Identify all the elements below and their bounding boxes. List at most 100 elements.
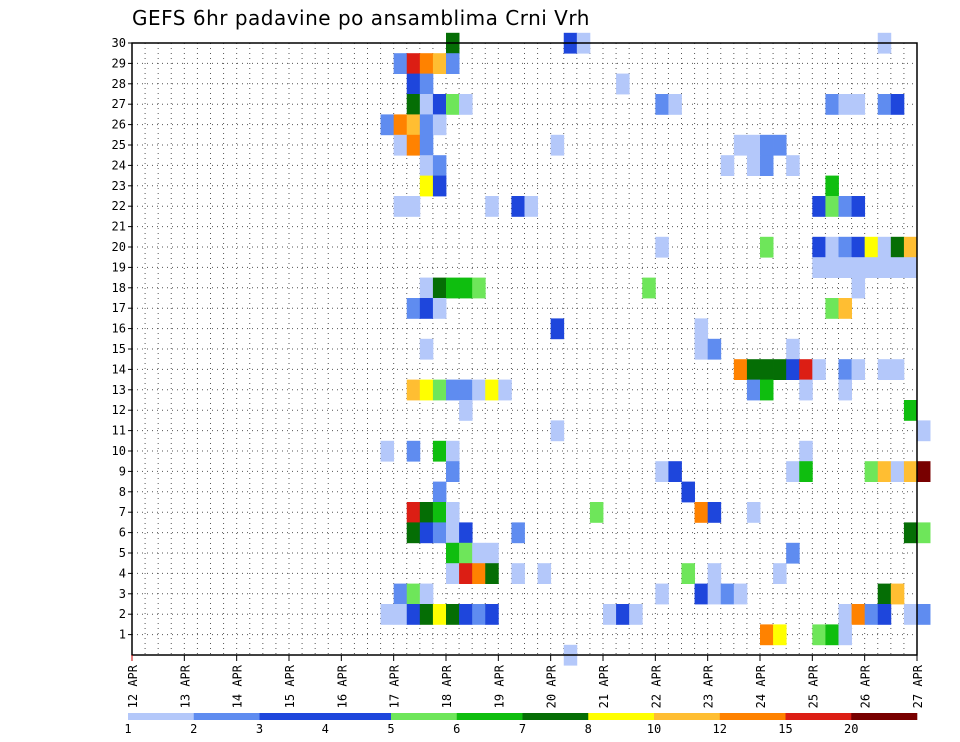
precip-cell [746, 379, 761, 401]
precip-cell [851, 604, 866, 625]
precip-cell [459, 542, 473, 564]
precip-cell [733, 583, 748, 605]
precip-cell [459, 94, 473, 115]
precip-cell [406, 379, 421, 401]
precip-cell [864, 604, 879, 625]
precip-cell [616, 604, 630, 625]
precip-cell [746, 502, 761, 523]
precip-cell [406, 73, 421, 95]
precip-cell [459, 400, 473, 421]
precip-cell [890, 583, 905, 605]
precip-cell [432, 481, 447, 503]
precip-cell [877, 359, 892, 380]
precip-cell [642, 277, 656, 299]
precip-cell [459, 604, 473, 625]
precip-cell [838, 94, 852, 115]
x-tick-label: 27 APR [911, 664, 925, 708]
precip-cell [419, 298, 434, 319]
x-tick-label: 16 APR [335, 664, 349, 708]
precip-cell [668, 94, 682, 115]
y-tick-label: 19 [112, 260, 126, 274]
precip-cell [773, 359, 787, 380]
precip-cell [629, 604, 643, 625]
precip-cell [419, 338, 434, 360]
colorbar-label: 2 [190, 722, 197, 736]
precip-cell [812, 236, 826, 258]
precip-cell [851, 236, 866, 258]
precip-cell [838, 257, 852, 278]
precip-cell [419, 53, 434, 74]
precip-cell [406, 134, 421, 156]
precip-cell [773, 134, 787, 156]
y-tick-label: 18 [112, 281, 126, 295]
y-tick-label: 3 [119, 587, 126, 601]
precip-cell [419, 134, 434, 156]
y-tick-label: 25 [112, 138, 126, 152]
precip-cell [406, 53, 421, 74]
precip-cell [485, 379, 499, 401]
precip-cell [903, 522, 918, 544]
precip-cells [380, 32, 931, 666]
chart-title: GEFS 6hr padavine po ansamblima Crni Vrh [132, 6, 590, 30]
precip-cell [393, 196, 408, 217]
colorbar-swatch [785, 713, 852, 720]
colorbar-label: 7 [519, 722, 526, 736]
precip-cell [694, 583, 709, 605]
precip-cell [864, 236, 879, 258]
precip-cell [485, 542, 499, 564]
precip-cell [917, 420, 931, 442]
precip-cell [446, 563, 460, 584]
y-tick-label: 28 [112, 77, 126, 91]
precip-cell [393, 604, 408, 625]
precip-cell [472, 277, 486, 299]
colorbar-label: 1 [124, 722, 131, 736]
precip-cell [406, 522, 421, 544]
precip-cell [694, 318, 709, 340]
precip-cell [917, 604, 931, 625]
precip-cell [380, 114, 395, 136]
precip-cell [838, 604, 852, 625]
precip-cell [419, 522, 434, 544]
precip-cell [459, 522, 473, 544]
precip-cell [393, 53, 408, 74]
precip-cell [419, 379, 434, 401]
precip-cell [406, 94, 421, 115]
precip-cell [419, 604, 434, 625]
precip-cell [446, 379, 460, 401]
precip-cell [603, 604, 617, 625]
precip-cell [406, 604, 421, 625]
precip-cell [550, 318, 565, 340]
x-tick-label: 26 APR [859, 664, 873, 708]
precip-cell [511, 522, 525, 544]
colorbar-swatch [522, 713, 589, 720]
precip-cell [890, 257, 905, 278]
precip-cell [419, 155, 434, 176]
precip-cell [432, 94, 447, 115]
precip-cell [890, 359, 905, 380]
precip-cell [825, 94, 839, 115]
precip-cell [877, 94, 892, 115]
precip-cell [393, 583, 408, 605]
precip-cell [760, 359, 774, 380]
precip-cell [472, 379, 486, 401]
precip-cell [655, 583, 669, 605]
precip-cell [446, 53, 460, 74]
precip-cell [746, 134, 761, 156]
precip-cell [655, 94, 669, 115]
precip-cell [851, 94, 866, 115]
precip-cell [406, 583, 421, 605]
y-tick-label: 12 [112, 403, 126, 417]
precip-cell [917, 522, 931, 544]
y-axis-ticks: 1234567891011121314151617181920212223242… [112, 36, 132, 642]
y-tick-label: 1 [119, 628, 126, 642]
precip-cell [511, 563, 525, 584]
precip-cell [890, 461, 905, 482]
precip-cell [432, 53, 447, 74]
colorbar-swatch [391, 713, 458, 720]
y-tick-label: 29 [112, 56, 126, 70]
precip-cell [707, 583, 722, 605]
y-tick-label: 4 [119, 566, 126, 580]
precip-cell [419, 502, 434, 523]
x-tick-label: 24 APR [754, 664, 768, 708]
colorbar: 1 2 3 4 5 6 7 8 10 12 15 20 [124, 713, 918, 736]
